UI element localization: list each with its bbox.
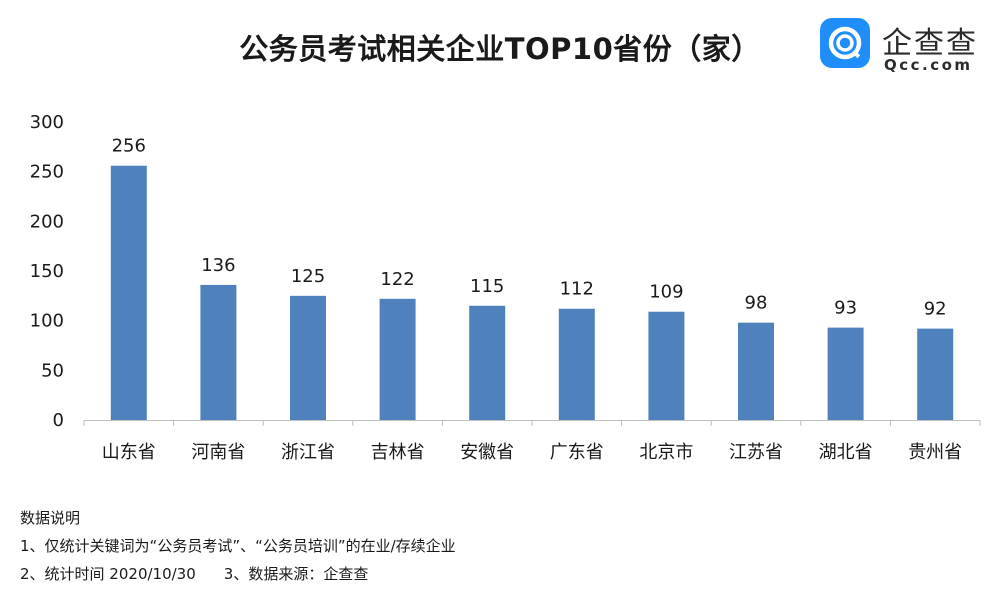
data-notes: 数据说明 1、仅统计关键词为“公务员考试”、“公务员培训”的在业/存续企业 2、… bbox=[20, 504, 456, 588]
notes-stat-time: 2、统计时间 2020/10/30 bbox=[20, 565, 196, 583]
bar bbox=[200, 284, 237, 420]
category-label: 山东省 bbox=[102, 442, 156, 463]
bar bbox=[827, 327, 864, 420]
bar bbox=[110, 165, 147, 420]
y-tick-label: 0 bbox=[53, 410, 64, 431]
category-label: 河南省 bbox=[191, 442, 245, 463]
category-label: 广东省 bbox=[550, 442, 604, 463]
y-tick-label: 100 bbox=[30, 311, 64, 332]
data-label: 136 bbox=[201, 255, 235, 276]
y-tick-label: 200 bbox=[30, 211, 64, 232]
y-tick-label: 300 bbox=[30, 112, 64, 133]
notes-heading: 数据说明 bbox=[20, 509, 81, 527]
data-label: 109 bbox=[649, 282, 683, 303]
category-label: 浙江省 bbox=[281, 442, 335, 463]
magnifier-icon bbox=[828, 26, 862, 60]
data-label: 112 bbox=[560, 279, 594, 300]
notes-source: 3、数据来源：企查查 bbox=[223, 565, 369, 583]
y-tick-label: 50 bbox=[41, 360, 64, 381]
category-label: 吉林省 bbox=[371, 442, 425, 463]
chart-title: 公务员考试相关企业TOP10省份（家） bbox=[239, 32, 761, 66]
data-label: 93 bbox=[834, 298, 857, 319]
bar bbox=[558, 308, 595, 420]
data-label: 256 bbox=[112, 136, 146, 157]
category-label: 北京市 bbox=[639, 442, 693, 463]
notes-line-1: 1、仅统计关键词为“公务员考试”、“公务员培训”的在业/存续企业 bbox=[20, 537, 456, 555]
bar bbox=[379, 298, 416, 420]
logo-name: 企查查 bbox=[882, 26, 978, 61]
qcc-logo: 企查查 Qcc.com bbox=[820, 12, 990, 76]
logo-domain: Qcc.com bbox=[884, 56, 973, 74]
data-label: 92 bbox=[924, 299, 947, 320]
bar bbox=[648, 311, 685, 420]
bar bbox=[469, 305, 506, 420]
data-label: 122 bbox=[380, 269, 414, 290]
bar bbox=[917, 328, 954, 420]
y-tick-label: 250 bbox=[30, 162, 64, 183]
bar bbox=[738, 322, 774, 420]
category-label: 江苏省 bbox=[729, 442, 783, 463]
data-label: 115 bbox=[470, 276, 504, 297]
y-tick-label: 150 bbox=[30, 261, 64, 282]
category-label: 湖北省 bbox=[819, 442, 873, 463]
data-label: 125 bbox=[291, 266, 325, 287]
data-label: 98 bbox=[745, 293, 768, 314]
category-label: 安徽省 bbox=[460, 442, 514, 463]
notes-line-2: 2、统计时间 2020/10/30 3、数据来源：企查查 bbox=[20, 560, 456, 588]
category-label: 贵州省 bbox=[908, 442, 962, 463]
bar-chart: 0 50 100 150 200 250 300 256 山东省 136 河南省 125 浙江省 122 吉… bbox=[30, 112, 981, 463]
bar bbox=[290, 295, 326, 420]
logo-badge-icon bbox=[820, 18, 870, 68]
